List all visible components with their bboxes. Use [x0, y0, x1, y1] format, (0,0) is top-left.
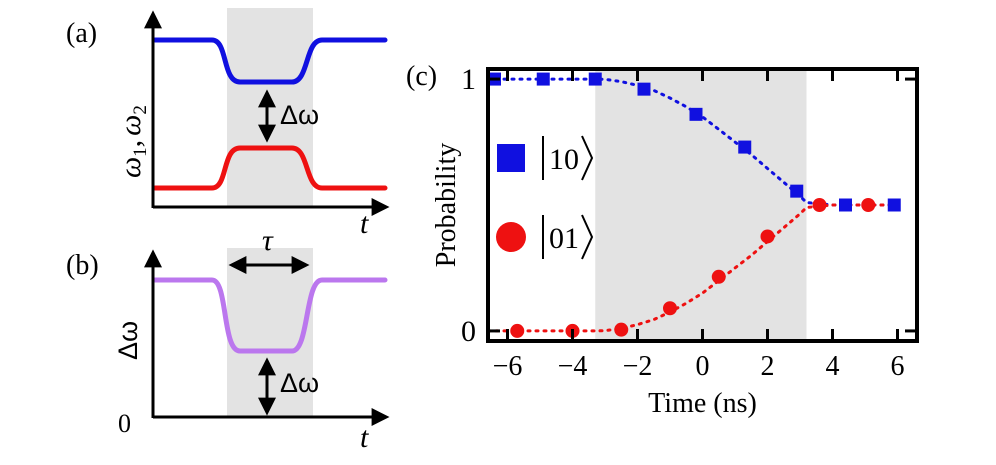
- panel-a-xlabel: t: [360, 207, 369, 240]
- legend-marker-01: [496, 222, 526, 252]
- x-tick-label: −4: [558, 351, 588, 382]
- chart-ticks: −6 −4 −2 0 2 4 601: [461, 63, 917, 382]
- panel-a-upper-curve: [152, 37, 388, 85]
- panel-a-tag: (a): [66, 18, 97, 49]
- ylabel-omega-1: ω: [114, 157, 147, 178]
- panel-b-xlabel: t: [360, 421, 369, 454]
- panel-b-gap-label: Δω: [280, 368, 319, 398]
- data-point-01: [614, 322, 629, 337]
- panel-b-width-label: τ: [262, 224, 274, 257]
- ylabel-sub-2: 2: [130, 105, 151, 115]
- data-point-10: [536, 72, 550, 86]
- chart-x-axis-label: Time (ns): [648, 388, 757, 419]
- y-tick-label: 1: [461, 63, 476, 96]
- data-point-01: [861, 198, 876, 212]
- data-point-10: [839, 198, 852, 212]
- data-point-10: [689, 107, 703, 121]
- legend-label-10: 10: [549, 143, 579, 176]
- panel-b: τ Δω (b) 0 t Δω: [66, 224, 390, 454]
- panel-a: Δω (a) t ω1,ω2: [66, 8, 390, 240]
- panel-c-tag: (c): [406, 61, 437, 92]
- x-tick-label: −6: [493, 351, 523, 382]
- data-point-01: [760, 229, 775, 244]
- panel-b-curve: [152, 277, 388, 354]
- legend-ket-angle: [581, 214, 594, 260]
- x-tick-label: 4: [826, 351, 840, 382]
- panel-c: (c) −6 −4 −2 0 2 4 601 Time (ns) Probability 1…: [406, 61, 919, 419]
- panel-b-tag: (b): [66, 250, 99, 281]
- panel-a-gap-label: Δω: [280, 100, 319, 130]
- data-point-01: [510, 323, 525, 338]
- ylabel-sub-1: 1: [130, 147, 151, 157]
- y-tick-label: 0: [461, 315, 476, 348]
- legend-ket-angle: [581, 135, 594, 181]
- data-point-10: [588, 72, 602, 86]
- x-tick-label: −2: [623, 351, 653, 382]
- data-point-01: [812, 198, 827, 212]
- panel-a-ylabel: ω1,ω2: [114, 105, 151, 178]
- data-point-01: [711, 269, 726, 284]
- ylabel-sep: ,: [114, 140, 147, 148]
- data-point-10: [887, 198, 901, 212]
- data-point-10: [790, 184, 804, 198]
- chart-legend: 10 01: [496, 135, 594, 260]
- legend-label-01: 01: [549, 222, 579, 255]
- ylabel-omega-2: ω: [114, 115, 147, 136]
- x-tick-label: 0: [696, 351, 710, 382]
- panel-b-ylabel: Δω: [113, 321, 143, 360]
- data-point-10: [738, 140, 752, 154]
- chart-markers: [488, 72, 901, 338]
- panel-b-zero-label: 0: [118, 409, 131, 438]
- data-point-01: [663, 301, 677, 316]
- x-tick-label: 2: [761, 351, 775, 382]
- x-tick-label: 6: [891, 351, 905, 382]
- legend-marker-10: [497, 144, 525, 172]
- fit-line-01: [486, 203, 899, 333]
- data-point-10: [637, 82, 651, 96]
- chart-y-axis-label: Probability: [431, 143, 462, 267]
- panel-a-lower-curve: [152, 145, 388, 191]
